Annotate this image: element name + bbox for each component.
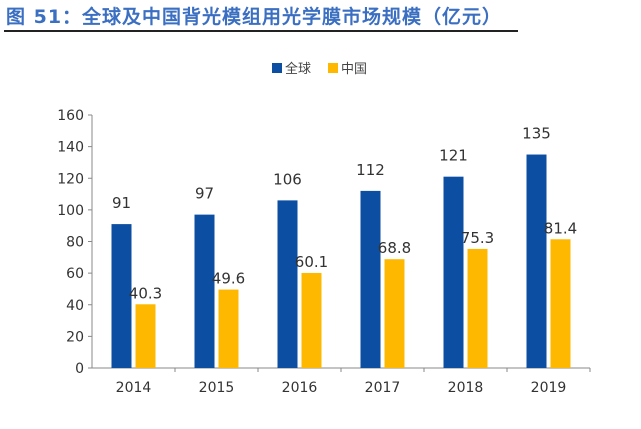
data-label: 91 xyxy=(112,194,131,212)
data-label: 40.3 xyxy=(129,284,162,302)
bar-global xyxy=(277,200,298,368)
bar-china xyxy=(384,259,405,368)
bar-china xyxy=(467,248,488,368)
bar-global xyxy=(194,214,215,368)
y-tick-label: 120 xyxy=(57,171,84,187)
data-label: 60.1 xyxy=(295,253,328,271)
data-label: 68.8 xyxy=(378,239,411,257)
figure-title: 图 51：全球及中国背光模组用光学膜市场规模（亿元） xyxy=(6,6,503,28)
bar-global xyxy=(360,190,381,368)
bar-china xyxy=(301,272,322,368)
data-label: 135 xyxy=(522,125,551,143)
y-tick-label: 0 xyxy=(75,361,84,377)
y-tick-label: 160 xyxy=(57,108,84,124)
bar-china xyxy=(135,304,156,368)
y-tick-label: 100 xyxy=(57,203,84,219)
y-tick-label: 140 xyxy=(57,140,84,156)
bar-china xyxy=(550,239,571,368)
data-label: 112 xyxy=(356,161,385,179)
y-tick-label: 20 xyxy=(66,329,84,345)
data-label: 121 xyxy=(439,147,468,165)
y-tick-label: 40 xyxy=(66,298,84,314)
x-tick-label: 2018 xyxy=(448,380,484,396)
legend-swatch xyxy=(328,63,338,73)
data-label: 75.3 xyxy=(461,229,494,247)
x-tick-label: 2016 xyxy=(282,380,318,396)
x-tick-label: 2015 xyxy=(199,380,235,396)
bar-global xyxy=(111,224,132,368)
x-tick-label: 2017 xyxy=(365,380,401,396)
x-tick-label: 2019 xyxy=(531,380,567,396)
y-tick-label: 80 xyxy=(66,235,84,251)
x-tick-label: 2014 xyxy=(116,380,152,396)
data-label: 81.4 xyxy=(544,219,577,237)
bar-china xyxy=(218,289,239,368)
data-label: 49.6 xyxy=(212,270,245,288)
legend-label: 全球 xyxy=(285,61,311,77)
data-label: 106 xyxy=(273,170,302,188)
bar-global xyxy=(526,154,547,368)
title-divider xyxy=(4,30,518,32)
legend-swatch xyxy=(272,63,282,73)
bar-global xyxy=(443,176,464,368)
legend-label: 中国 xyxy=(341,62,367,77)
data-label: 97 xyxy=(195,185,214,203)
y-tick-label: 60 xyxy=(66,266,84,282)
